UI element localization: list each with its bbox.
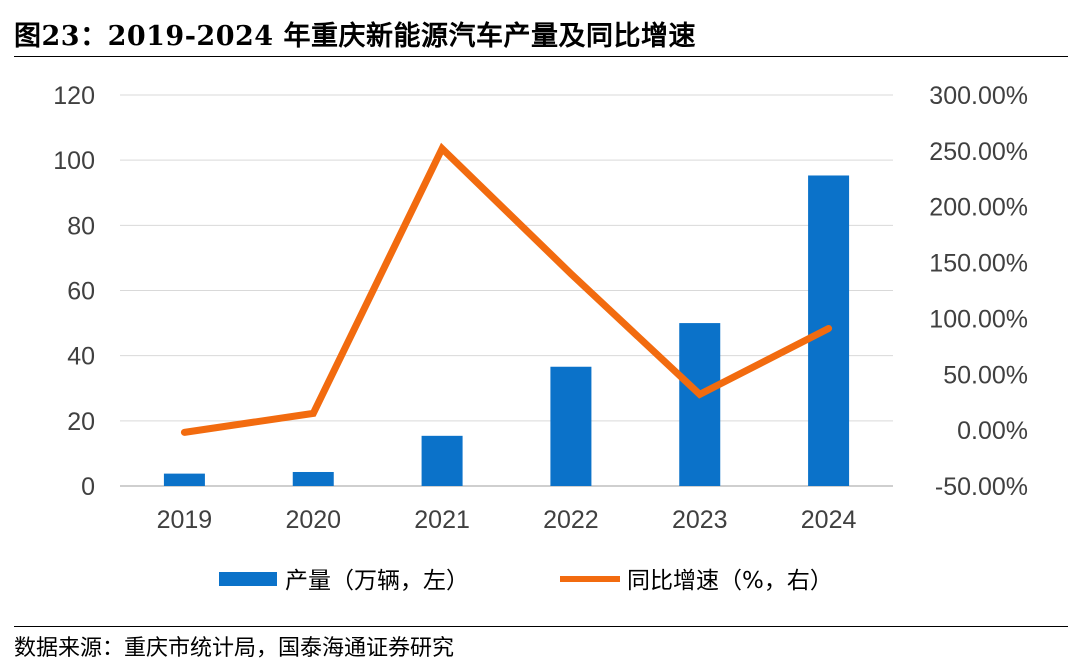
source-note: 数据来源：重庆市统计局，国泰海通证券研究 <box>14 636 455 661</box>
right-tick-label: 100.00% <box>929 305 1028 333</box>
right-tick-label: 200.00% <box>929 194 1028 222</box>
line-series <box>180 142 833 436</box>
x-tick-label: 2019 <box>157 506 213 534</box>
left-tick-label: 100 <box>53 147 95 175</box>
left-tick-label: 20 <box>67 408 95 436</box>
x-axis-ticks: 2019 2020 2021 2022 2023 2024 <box>157 506 857 534</box>
legend: 产量（万辆，左） 同比增速（%，右） <box>219 568 833 594</box>
left-tick-label: 80 <box>67 212 95 240</box>
bar <box>679 323 721 486</box>
x-tick-label: 2022 <box>543 506 599 534</box>
growth-line <box>180 142 833 436</box>
x-tick-label: 2023 <box>672 506 728 534</box>
right-tick-label: 300.00% <box>929 82 1028 110</box>
bar <box>550 366 592 486</box>
x-tick-label: 2021 <box>414 506 470 534</box>
bar <box>292 471 334 486</box>
legend-bar-swatch <box>219 572 277 586</box>
legend-line-swatch <box>560 576 620 582</box>
left-axis-ticks: 0 20 40 60 80 100 120 <box>53 82 95 501</box>
x-tick-label: 2024 <box>801 506 857 534</box>
bar <box>163 473 205 486</box>
title-rule <box>14 56 1068 57</box>
combo-chart: 0 20 40 60 80 100 120 -50.00% 0.00% 50.00% 100.00… <box>53 82 1028 594</box>
x-tick-label: 2020 <box>285 506 341 534</box>
right-tick-label: -50.00% <box>935 473 1028 501</box>
right-axis-ticks: -50.00% 0.00% 50.00% 100.00% 150.00% 200.00% 2… <box>929 82 1028 501</box>
left-tick-label: 60 <box>67 278 95 306</box>
right-tick-label: 150.00% <box>929 250 1028 278</box>
bar <box>421 435 463 486</box>
right-tick-label: 50.00% <box>943 361 1028 389</box>
source-rule <box>14 626 1068 627</box>
right-tick-label: 250.00% <box>929 138 1028 166</box>
right-tick-label: 0.00% <box>957 417 1028 445</box>
left-tick-label: 40 <box>67 343 95 371</box>
legend-bar-label: 产量（万辆，左） <box>285 568 469 594</box>
left-tick-label: 0 <box>81 473 95 501</box>
legend-line-label: 同比增速（%，右） <box>627 568 833 594</box>
left-tick-label: 120 <box>53 82 95 110</box>
bar-series <box>163 175 850 486</box>
figure-title: 图23：2019-2024 年重庆新能源汽车产量及同比增速 <box>14 21 696 52</box>
